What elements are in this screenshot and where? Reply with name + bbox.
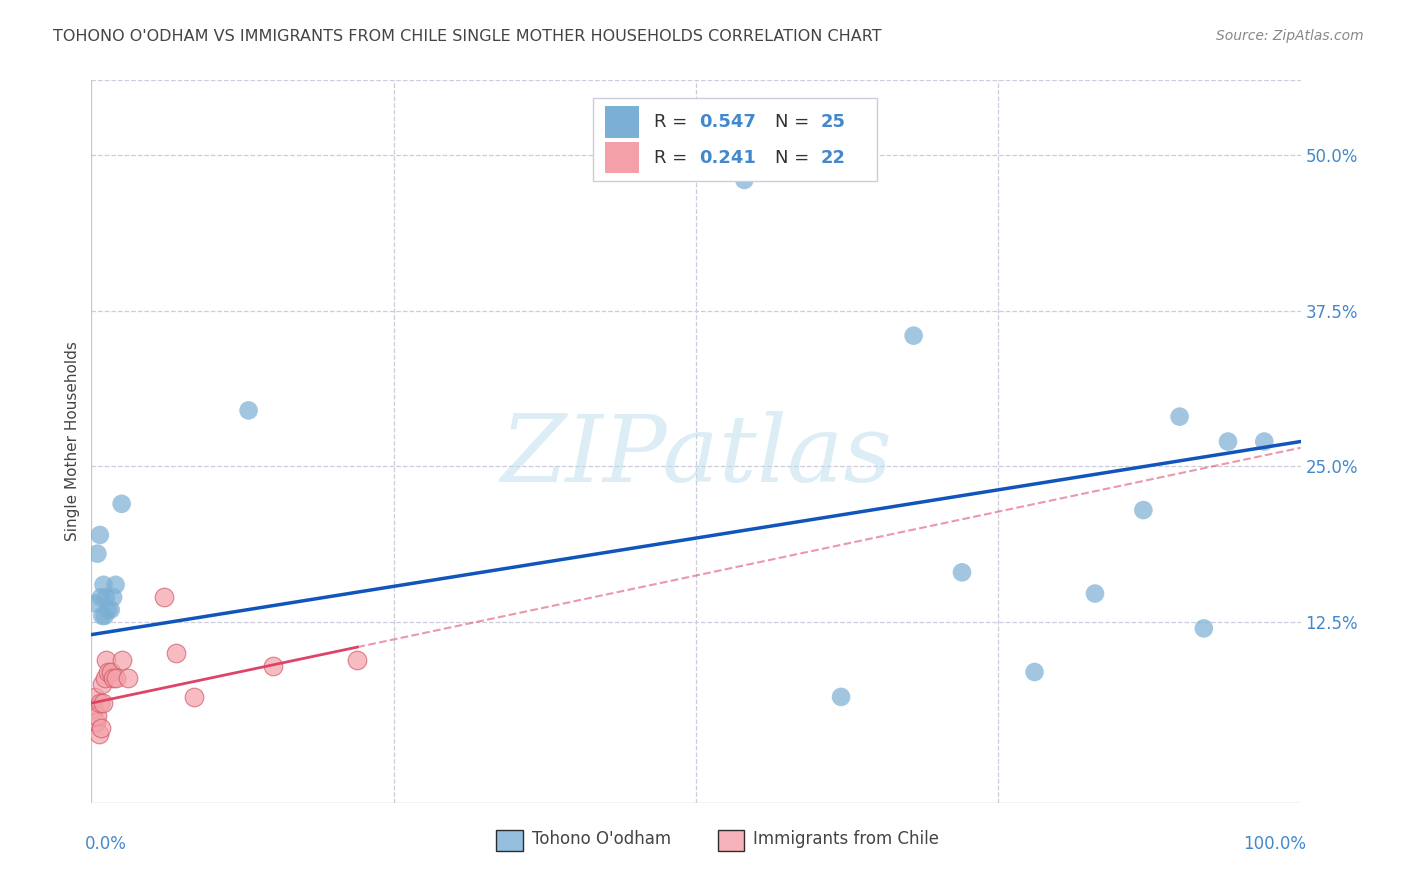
Point [830,690,852,704]
Point [94,591,117,605]
Point [90,721,112,735]
Point [1192,621,1215,635]
Text: R =: R = [654,149,693,167]
Point [1253,434,1275,449]
Point [97,665,120,679]
FancyBboxPatch shape [593,98,877,181]
Point [93,578,115,592]
Point [84,690,107,704]
Point [84,714,107,729]
Point [183,690,205,704]
Point [91,677,114,691]
Point [111,652,132,666]
Point [733,173,755,187]
Point [93,671,115,685]
Text: Tohono O'odham: Tohono O'odham [531,830,671,848]
Point [93,696,115,710]
Point [86,547,108,561]
Point [94,652,117,666]
Text: N =: N = [775,149,814,167]
Point [153,591,176,605]
Point [100,665,122,679]
Point [89,696,111,710]
Text: Immigrants from Chile: Immigrants from Chile [752,830,939,848]
FancyBboxPatch shape [605,106,640,138]
FancyBboxPatch shape [496,830,523,851]
Text: 0.0%: 0.0% [86,835,127,854]
Point [1084,586,1107,600]
Text: R =: R = [654,113,693,131]
Point [1168,409,1191,424]
Text: 0.241: 0.241 [700,149,756,167]
Text: 22: 22 [821,149,845,167]
Text: TOHONO O'ODHAM VS IMMIGRANTS FROM CHILE SINGLE MOTHER HOUSEHOLDS CORRELATION CHA: TOHONO O'ODHAM VS IMMIGRANTS FROM CHILE … [53,29,882,44]
Point [1024,665,1046,679]
Point [1132,503,1154,517]
Point [89,528,111,542]
Point [91,609,114,624]
Text: 100.0%: 100.0% [1243,835,1306,854]
Point [101,671,124,685]
Point [1216,434,1239,449]
Point [950,566,973,580]
Text: 0.547: 0.547 [700,113,756,131]
Point [903,328,925,343]
Point [165,646,187,660]
Text: Source: ZipAtlas.com: Source: ZipAtlas.com [1216,29,1364,43]
Text: 25: 25 [821,113,845,131]
Point [101,591,124,605]
Point [86,708,108,723]
Y-axis label: Single Mother Households: Single Mother Households [65,342,80,541]
Text: ZIPatlas: ZIPatlas [501,411,891,501]
Point [87,727,110,741]
Point [97,603,120,617]
Point [84,597,107,611]
Point [100,603,122,617]
Point [346,652,368,666]
Point [104,578,127,592]
Point [111,497,132,511]
Point [262,658,284,673]
FancyBboxPatch shape [605,142,640,173]
Point [238,403,260,417]
Point [83,702,105,716]
Point [90,591,112,605]
FancyBboxPatch shape [717,830,744,851]
Point [104,671,127,685]
Text: N =: N = [775,113,814,131]
Point [93,609,115,624]
Point [117,671,139,685]
